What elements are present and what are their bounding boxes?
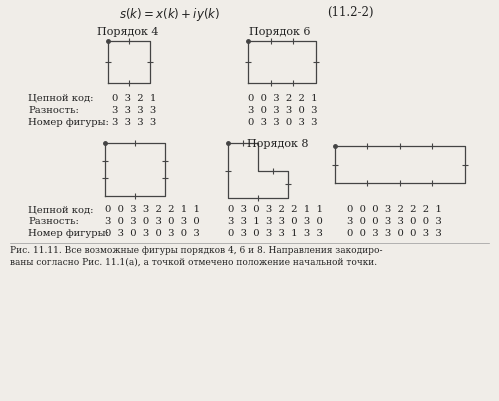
- Text: ваны согласно Рис. 11.1(a), а точкой отмечено положение начальной точки.: ваны согласно Рис. 11.1(a), а точкой отм…: [10, 258, 377, 267]
- Text: 0  0  3  3  2  2  1  1: 0 0 3 3 2 2 1 1: [105, 205, 200, 214]
- Text: 0  3  3  0  3  3: 0 3 3 0 3 3: [248, 118, 317, 127]
- Text: (11.2-2): (11.2-2): [327, 6, 373, 19]
- Text: 0  3  0  3  2  2  1  1: 0 3 0 3 2 2 1 1: [228, 205, 323, 214]
- Text: Цепной код:: Цепной код:: [28, 94, 93, 103]
- Text: 3  0  3  3  0  3: 3 0 3 3 0 3: [248, 106, 317, 115]
- Text: Порядок 8: Порядок 8: [247, 139, 309, 149]
- Text: $s(k) = x(k) + iy(k)$: $s(k) = x(k) + iy(k)$: [119, 6, 221, 23]
- Text: 3  3  1  3  3  0  3  0: 3 3 1 3 3 0 3 0: [228, 217, 323, 226]
- Text: Порядок 4: Порядок 4: [97, 27, 159, 37]
- Text: 0  0  3  2  2  1: 0 0 3 2 2 1: [248, 94, 318, 103]
- Text: 0  0  3  3  0  0  3  3: 0 0 3 3 0 0 3 3: [347, 229, 442, 238]
- Text: Рис. 11.11. Все возможные фигуры порядков 4, 6 и 8. Направления закодиро-: Рис. 11.11. Все возможные фигуры порядко…: [10, 246, 383, 255]
- Text: 3  0  0  3  3  0  0  3: 3 0 0 3 3 0 0 3: [347, 217, 442, 226]
- Text: 0  0  0  3  2  2  2  1: 0 0 0 3 2 2 2 1: [347, 205, 442, 214]
- Text: Цепной код:: Цепной код:: [28, 205, 93, 214]
- Text: 0  3  0  3  3  1  3  3: 0 3 0 3 3 1 3 3: [228, 229, 323, 238]
- Text: Номер фигуры:: Номер фигуры:: [28, 229, 109, 238]
- Text: 3  0  3  0  3  0  3  0: 3 0 3 0 3 0 3 0: [105, 217, 200, 226]
- Text: 3  3  3  3: 3 3 3 3: [112, 118, 156, 127]
- Text: Порядок 6: Порядок 6: [249, 27, 311, 37]
- Text: Номер фигуры:: Номер фигуры:: [28, 118, 109, 127]
- Text: Разность:: Разность:: [28, 217, 79, 226]
- Text: 0  3  2  1: 0 3 2 1: [112, 94, 156, 103]
- Text: 3  3  3  3: 3 3 3 3: [112, 106, 156, 115]
- Text: 0  3  0  3  0  3  0  3: 0 3 0 3 0 3 0 3: [105, 229, 200, 238]
- Text: Разность:: Разность:: [28, 106, 79, 115]
